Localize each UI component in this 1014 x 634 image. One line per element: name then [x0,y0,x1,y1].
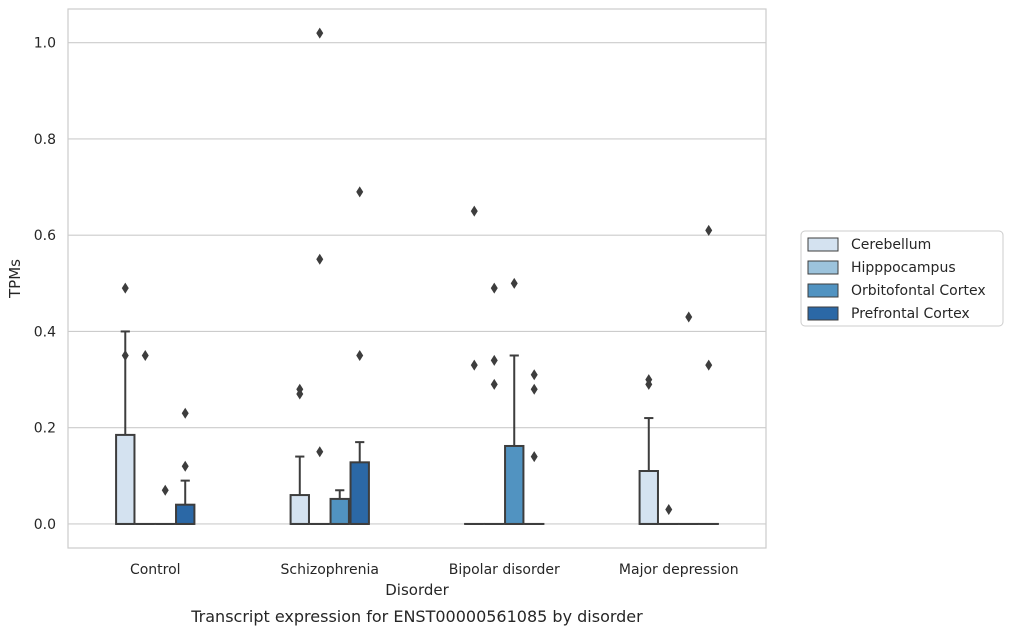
x-tick-label: Schizophrenia [281,562,379,578]
box-body [289,494,310,525]
outlier-point [316,253,324,265]
outlier-point [356,186,364,198]
box-body [329,497,350,525]
legend-label: Prefrontal Cortex [851,306,970,322]
chart-caption: Transcript expression for ENST0000056108… [190,607,643,626]
outlier-point [121,282,129,294]
outlier-point [470,205,478,217]
legend-swatch [807,260,839,275]
x-tick-label: Major depression [619,562,739,578]
x-tick-labels: Control Schizophrenia Bipolar disorder Majo… [130,562,739,578]
legend-swatch [807,306,839,321]
outlier-point [705,224,713,236]
box-2-3 [524,369,545,525]
outlier-point [316,27,324,39]
box-body [175,503,196,525]
y-axis-label: TPMs [6,259,24,299]
box-2-0 [464,205,485,525]
box-marks [115,27,719,525]
outlier-point [470,359,478,371]
outlier-point [356,350,364,361]
y-tick-label: 0.4 [34,324,56,340]
box-body [115,433,136,525]
outlier-point [685,311,693,323]
box-body [504,444,525,525]
outlier-point [705,359,713,371]
x-tick-label: Bipolar disorder [449,562,560,578]
legend-box [800,230,1004,327]
outlier-point [645,374,653,386]
legend-swatch [807,237,839,252]
plot-frame [67,8,767,549]
box-1-2 [329,489,350,525]
x-tick-label: Control [130,562,181,578]
y-tick-label: 0.6 [34,228,56,244]
box-1-0 [289,383,310,525]
outlier-point [161,484,169,496]
legend-label: Hipppocampus [851,260,956,276]
outlier-point [296,383,304,395]
box-body [638,470,659,525]
box-0-0 [115,282,136,525]
y-tick-label: 0.2 [34,421,56,437]
box-3-1 [658,504,679,525]
box-body [349,461,370,525]
box-1-3 [349,186,370,525]
y-tick-label: 1.0 [34,36,56,52]
y-tick-label: 0.0 [34,517,56,533]
outlier-point [490,282,498,294]
box-2-2 [504,277,525,525]
legend-label: Orbitofontal Cortex [851,283,986,299]
outlier-point [665,504,673,515]
outlier-point [510,277,518,289]
outlier-point [316,446,324,458]
outlier-point [181,407,189,419]
outlier-point [141,350,149,361]
outlier-point [181,460,189,472]
legend: Cerebellum Hipppocampus Orbitofontal Corte… [800,230,1004,327]
box-3-2 [678,311,699,525]
box-0-3 [175,407,196,525]
outlier-point [530,383,538,395]
box-3-0 [638,374,659,525]
legend-label: Cerebellum [851,237,931,253]
box-0-2 [155,484,176,525]
outlier-point [121,350,129,361]
outlier-point [490,378,498,390]
box-2-1 [484,282,505,525]
legend-swatch [807,283,839,298]
plot-area [68,9,766,548]
x-axis-label: Disorder [385,581,449,599]
y-tick-labels: 0.0 0.2 0.4 0.6 0.8 1.0 [34,36,56,533]
outlier-point [530,451,538,463]
y-tick-label: 0.8 [34,132,56,148]
box-0-1 [135,350,156,525]
outlier-point [490,354,498,366]
outlier-point [530,369,538,381]
box-1-1 [309,27,330,525]
box-3-3 [698,224,719,525]
